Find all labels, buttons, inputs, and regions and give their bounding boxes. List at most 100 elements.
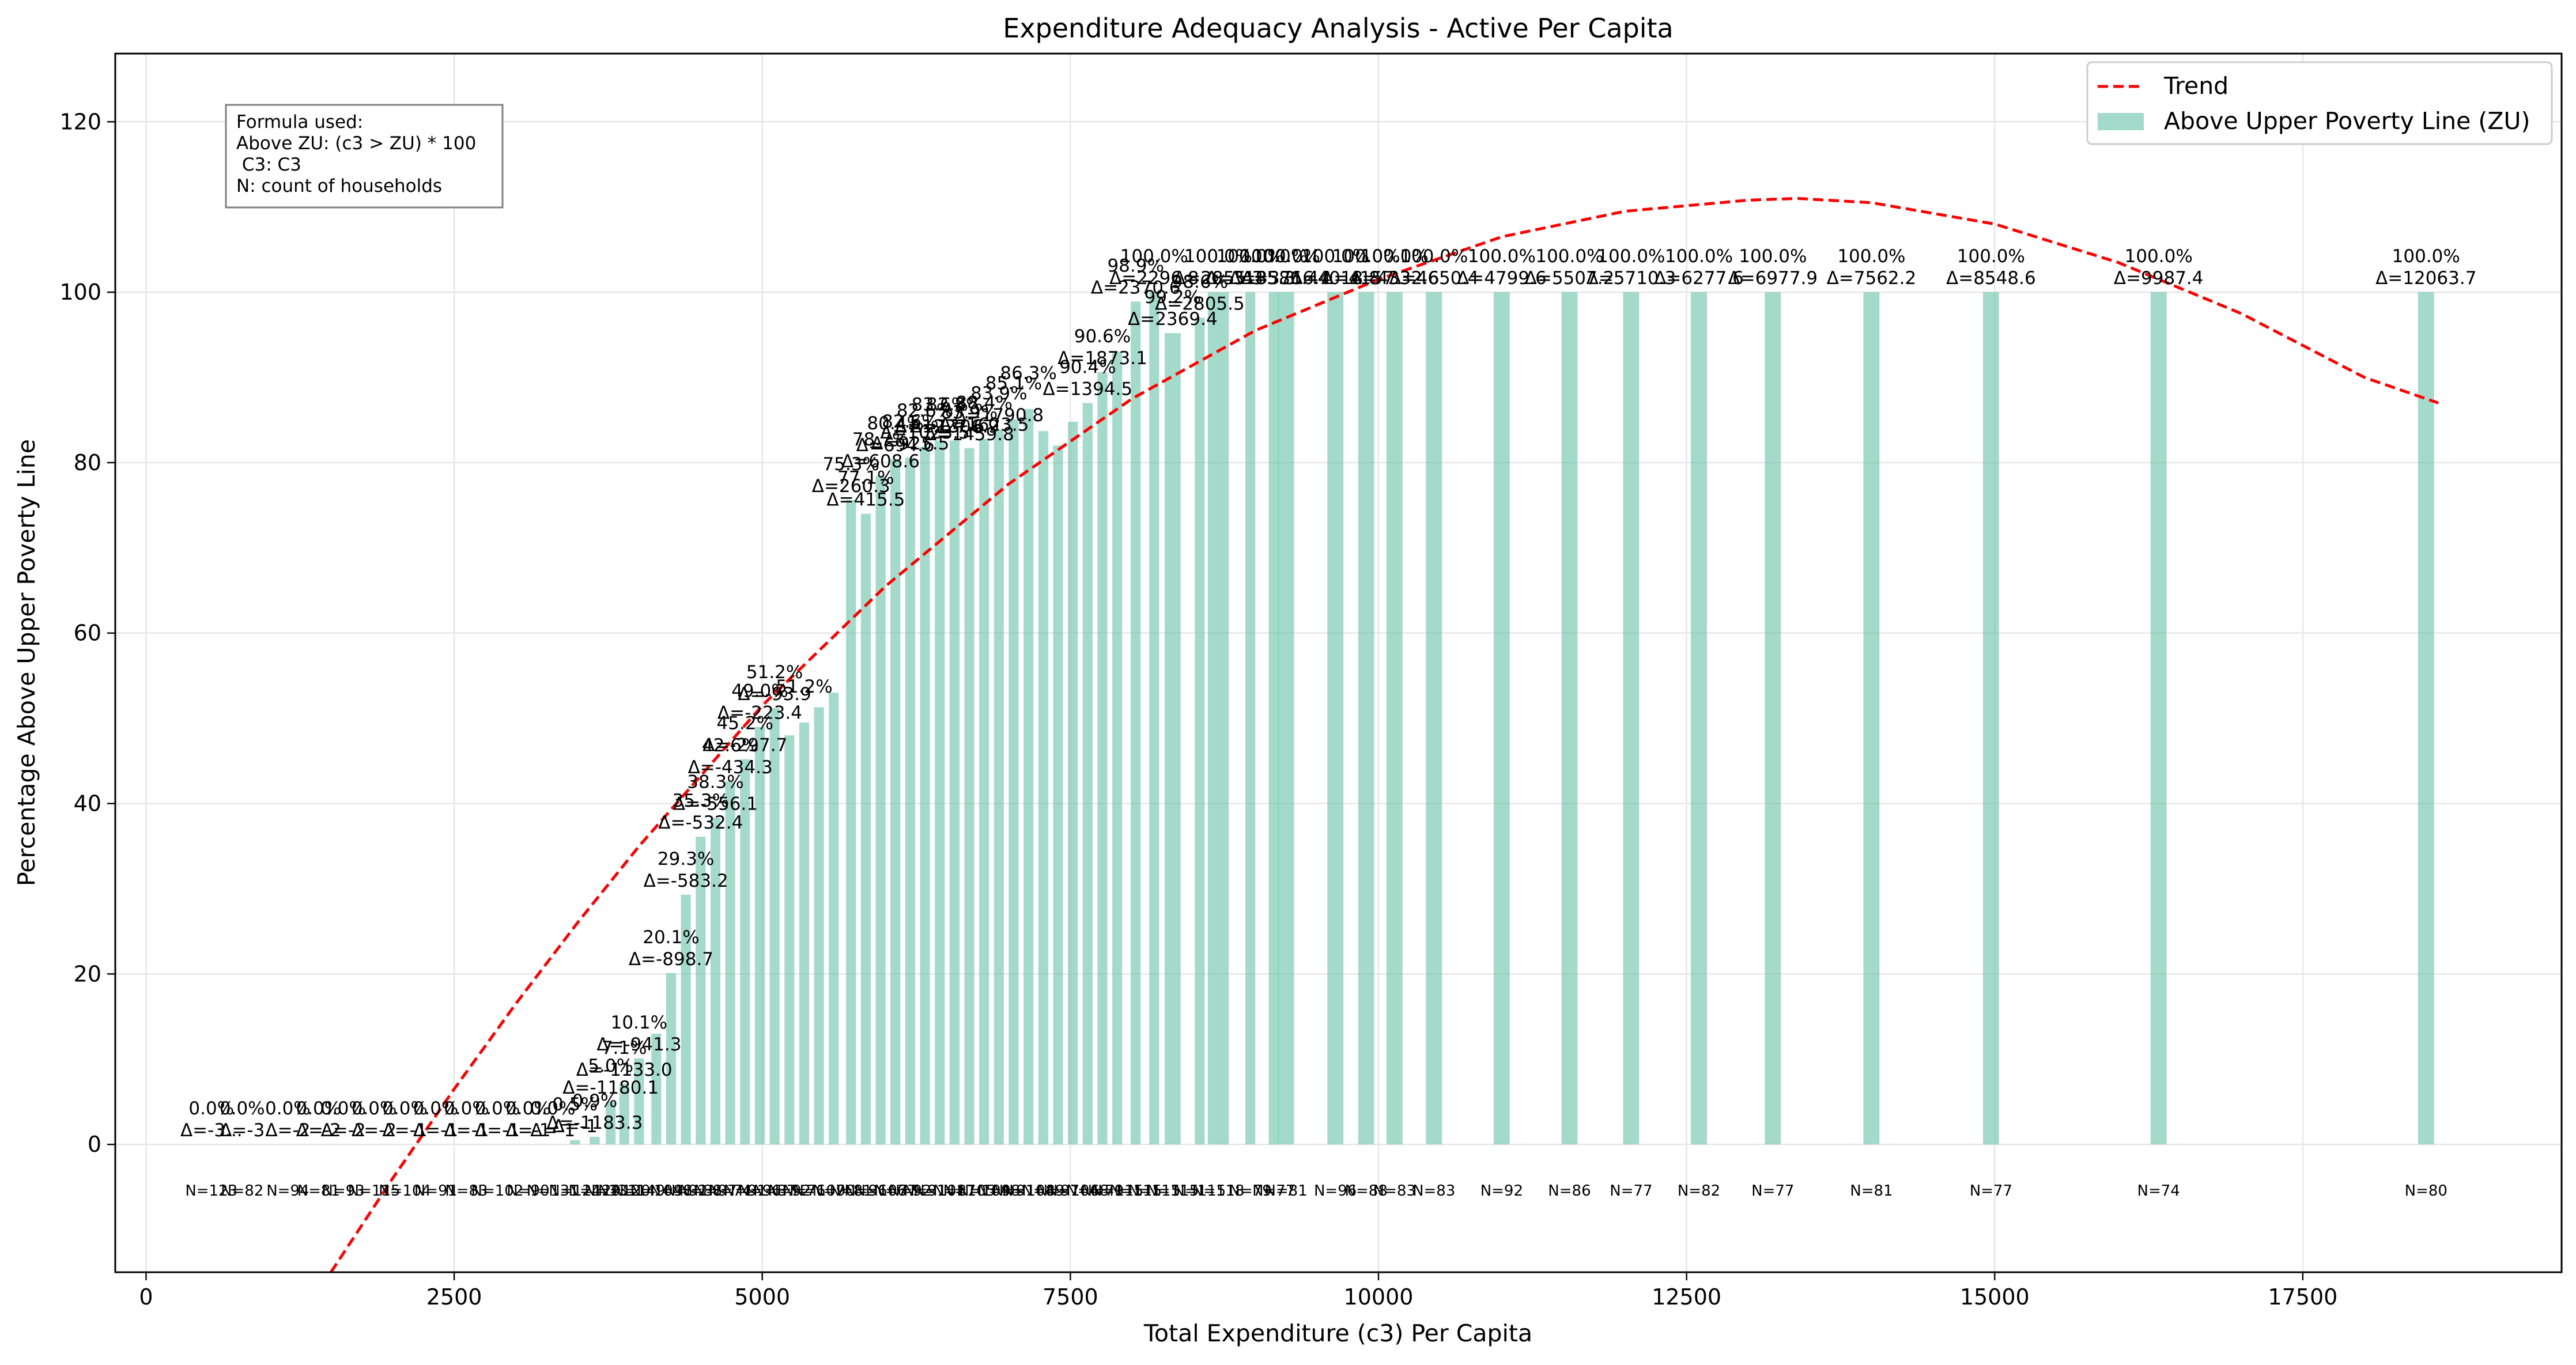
bar-delta-label: Δ=4650.4 bbox=[1389, 268, 1479, 289]
bar-n-label: N=88 bbox=[679, 1182, 722, 1200]
bar bbox=[681, 894, 691, 1145]
bar-delta-label: Δ=-93.9 bbox=[738, 684, 811, 705]
bar-delta-label: Δ=694.6 bbox=[856, 435, 935, 456]
bar-n-label: N=104 bbox=[379, 1182, 431, 1200]
bar-pct-label: 100.0% bbox=[1957, 246, 2025, 267]
bar-n-label: N=118 bbox=[1192, 1182, 1245, 1200]
bar-delta-label: Δ=6277.6 bbox=[1654, 268, 1744, 289]
bar-delta-label: Δ=1790.8 bbox=[954, 405, 1044, 426]
bar-pct-label: 83.6% bbox=[911, 394, 968, 415]
bar bbox=[1493, 292, 1510, 1145]
bar-pct-label: 51.2% bbox=[746, 662, 803, 683]
bar-pct-label: 100.0% bbox=[1332, 246, 1400, 267]
bar-pct-label: 86.3% bbox=[1000, 363, 1056, 384]
y-tick-label: 120 bbox=[59, 109, 101, 134]
bar-pct-label: 0.0% bbox=[296, 1098, 341, 1119]
bar-n-label: N=90 bbox=[813, 1182, 855, 1200]
bar-n-label: N=115 bbox=[1128, 1182, 1180, 1200]
bar-pct-label: 100.0% bbox=[2392, 246, 2460, 267]
bar-n-label: N=83 bbox=[1412, 1182, 1455, 1200]
bar-pct-label: 100.0% bbox=[1468, 246, 1536, 267]
bar-pct-label: 75.3% bbox=[822, 454, 879, 475]
formula-box-frame bbox=[225, 104, 504, 209]
bar-n-label: N=115 bbox=[348, 1182, 401, 1200]
bar bbox=[754, 727, 765, 1145]
bar-n-label: N=104 bbox=[1047, 1182, 1099, 1200]
bar bbox=[829, 693, 839, 1145]
bar-delta-label: Δ=7562.2 bbox=[1827, 268, 1917, 289]
bar-delta-label: Δ=-1 bbox=[553, 1116, 598, 1137]
bar-delta-label: Δ=4018.8 bbox=[1290, 268, 1380, 289]
bar-delta-label: Δ=260.3 bbox=[812, 476, 890, 497]
bar-n-label: N=88 bbox=[1344, 1182, 1387, 1200]
bar-pct-label: 100.0% bbox=[1301, 246, 1369, 267]
bar-n-label: N=79 bbox=[1229, 1182, 1271, 1200]
bar-delta-label: Δ=9987.4 bbox=[2114, 268, 2204, 289]
x-tick-label: 12500 bbox=[1652, 1284, 1721, 1310]
bar-delta-label: Δ=-1 bbox=[413, 1120, 458, 1141]
bar-n-label: N=81 bbox=[297, 1182, 340, 1200]
bar-n-label: N=115 bbox=[1173, 1182, 1226, 1200]
bar-pct-label: 0.0% bbox=[265, 1098, 311, 1119]
bar-delta-label: Δ=12063.7 bbox=[2375, 268, 2476, 289]
x-axis-label: Total Expenditure (c3) Per Capita bbox=[1143, 1319, 1532, 1347]
bar bbox=[1207, 292, 1229, 1145]
bar bbox=[1038, 431, 1048, 1145]
bar-delta-label: Δ=-1 bbox=[475, 1120, 520, 1141]
bar-n-label: N=77 bbox=[1970, 1182, 2012, 1200]
trend-layer bbox=[330, 196, 2439, 1273]
bar-delta-label: Δ=3185.3 bbox=[1206, 268, 1295, 289]
bar-delta-label: Δ=3586.4 bbox=[1229, 268, 1319, 289]
bar-pct-label: 85.1% bbox=[985, 373, 1042, 394]
bar-delta-label: Δ=4799.6 bbox=[1457, 268, 1547, 289]
bar-pct-label: 0.0% bbox=[382, 1098, 428, 1119]
bar-delta-label: Δ=4157.3 bbox=[1321, 268, 1411, 289]
bar-n-label: N=82 bbox=[221, 1182, 263, 1200]
bar-delta-label: Δ=-3 bbox=[220, 1120, 265, 1141]
legend-trend-label: Trend bbox=[2163, 72, 2228, 100]
bar-n-label: N=97 bbox=[1037, 1182, 1079, 1200]
bar bbox=[1245, 292, 1256, 1145]
bar-delta-label: Δ=6977.9 bbox=[1728, 268, 1818, 289]
bar-pct-label: 0.0% bbox=[413, 1098, 459, 1119]
bar-delta-label: Δ=-941.3 bbox=[596, 1034, 681, 1055]
bar bbox=[651, 1033, 662, 1145]
bar-n-label: N=77 bbox=[1252, 1182, 1295, 1200]
bar-pct-label: 10.1% bbox=[611, 1012, 667, 1033]
bar-delta-label: Δ=5507.2 bbox=[1525, 268, 1615, 289]
bar-pct-label: 0.0% bbox=[220, 1098, 265, 1119]
bar-delta-label: Δ=1227.6 bbox=[895, 416, 985, 437]
bar-pct-label: 38.3% bbox=[687, 772, 743, 793]
bar-n-label: N=77 bbox=[1751, 1182, 1794, 1200]
bar-n-label: N=91 bbox=[414, 1182, 457, 1200]
bar bbox=[1327, 292, 1344, 1145]
legend: Trend Above Upper Poverty Line (ZU) bbox=[2086, 61, 2553, 145]
bar-pct-label: 80.4% bbox=[867, 413, 923, 434]
bar-delta-label: Δ=1023.5 bbox=[880, 422, 970, 443]
bar-n-label: N=115 bbox=[1146, 1182, 1199, 1200]
bar bbox=[846, 500, 856, 1145]
bar-n-label: N=79 bbox=[1081, 1182, 1124, 1200]
bar-n-label: N=92 bbox=[1480, 1182, 1523, 1200]
bar-delta-label: Δ=-1183.3 bbox=[546, 1113, 643, 1133]
bar-n-label: N=83 bbox=[445, 1182, 488, 1200]
bar-n-label: N=81 bbox=[1850, 1182, 1893, 1200]
bar-delta-label: Δ=3716.4 bbox=[1241, 268, 1331, 289]
bar-n-label: N=92 bbox=[889, 1182, 931, 1200]
bar-pct-label: 100.0% bbox=[1184, 246, 1252, 267]
bar bbox=[1426, 292, 1442, 1145]
bar bbox=[1097, 372, 1108, 1145]
bar bbox=[814, 707, 824, 1145]
x-tick-label: 5000 bbox=[734, 1284, 790, 1310]
bar bbox=[2150, 292, 2167, 1145]
bar-n-label: N=91 bbox=[904, 1182, 946, 1200]
bar bbox=[769, 708, 780, 1145]
bar-n-label: N=104 bbox=[630, 1182, 682, 1200]
bar bbox=[1195, 317, 1205, 1145]
bar-pct-label: 35.3% bbox=[673, 791, 729, 811]
bar-delta-label: Δ=-1180.1 bbox=[562, 1077, 659, 1098]
bar-delta-label: Δ=415.5 bbox=[826, 490, 905, 511]
bar-delta-label: Δ=-2 bbox=[265, 1120, 310, 1141]
bar-pct-label: 77.1% bbox=[837, 468, 894, 489]
bar-n-label: N=104 bbox=[1002, 1182, 1055, 1200]
